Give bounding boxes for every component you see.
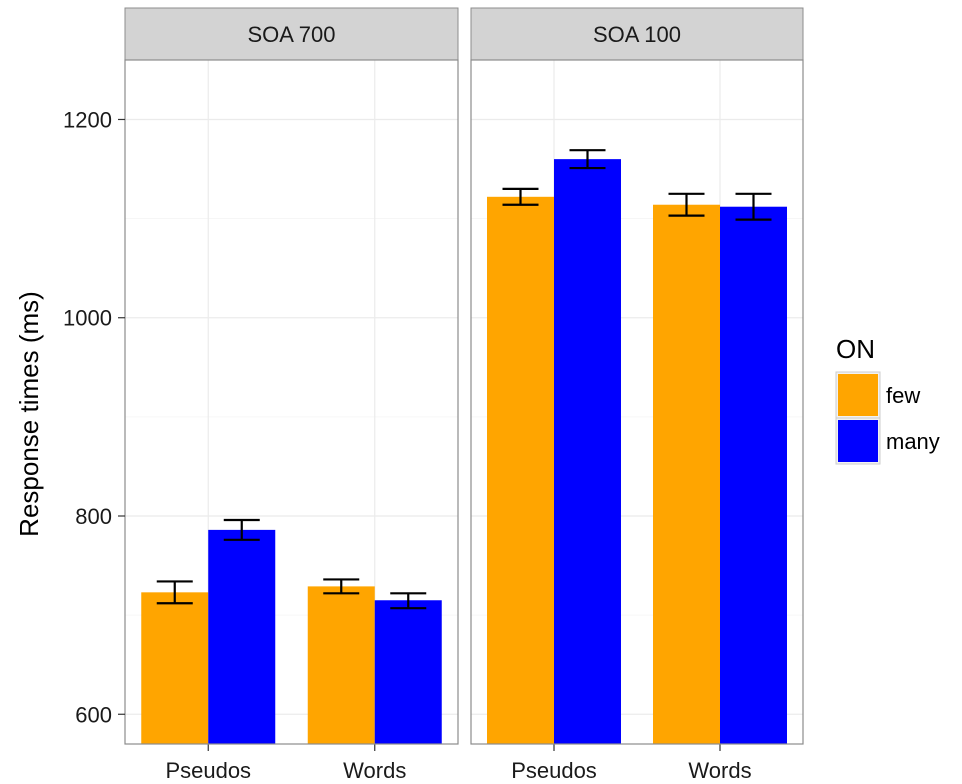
legend-label-many: many [886, 429, 940, 454]
facet-strip [124, 7, 459, 61]
legend-swatch-few [838, 374, 878, 416]
y-tick-label: 1200 [63, 107, 112, 132]
error-bar [502, 187, 539, 206]
facet-strip-label: SOA 100 [593, 22, 681, 47]
facet-panel: SOA 700 Pseudos Words [124, 7, 459, 783]
bar-many-pseudos [208, 529, 276, 744]
panel-border [124, 59, 459, 745]
y-axis: 600 800 1000 1200 [63, 107, 125, 727]
y-tick-label: 800 [75, 504, 112, 529]
error-bar [668, 192, 705, 217]
error-bar [735, 192, 772, 221]
bar-few-pseudos [141, 592, 209, 744]
error-bar [323, 578, 360, 595]
facet-strip-label: SOA 700 [247, 22, 335, 47]
bar-few-words [307, 586, 375, 744]
error-bar [569, 149, 606, 170]
bar-few-pseudos [487, 196, 554, 745]
bar-many-words [374, 600, 442, 744]
x-tick-label: Pseudos [165, 758, 251, 783]
facet-panel: SOA 100 Pseudos Words [470, 7, 804, 783]
error-bar [156, 580, 193, 605]
legend-swatch-many [838, 420, 878, 462]
legend: ON few many [835, 334, 940, 465]
panel-border [470, 59, 804, 745]
error-bar [390, 592, 427, 610]
x-tick-label: Words [343, 758, 406, 783]
y-axis-title: Response times (ms) [14, 291, 44, 537]
facet-panels: SOA 700 Pseudos Words SOA 100 Pseudos Words [124, 7, 804, 783]
x-tick-label: Words [688, 758, 751, 783]
legend-label-few: few [886, 383, 920, 408]
y-tick-label: 1000 [63, 306, 112, 331]
bar-many-words [720, 206, 787, 745]
legend-title: ON [836, 334, 875, 364]
x-tick-label: Pseudos [511, 758, 597, 783]
bar-many-pseudos [554, 159, 621, 744]
facet-strip [470, 7, 804, 61]
y-tick-label: 600 [75, 702, 112, 727]
bar-few-words [653, 204, 720, 744]
error-bar [223, 518, 260, 541]
